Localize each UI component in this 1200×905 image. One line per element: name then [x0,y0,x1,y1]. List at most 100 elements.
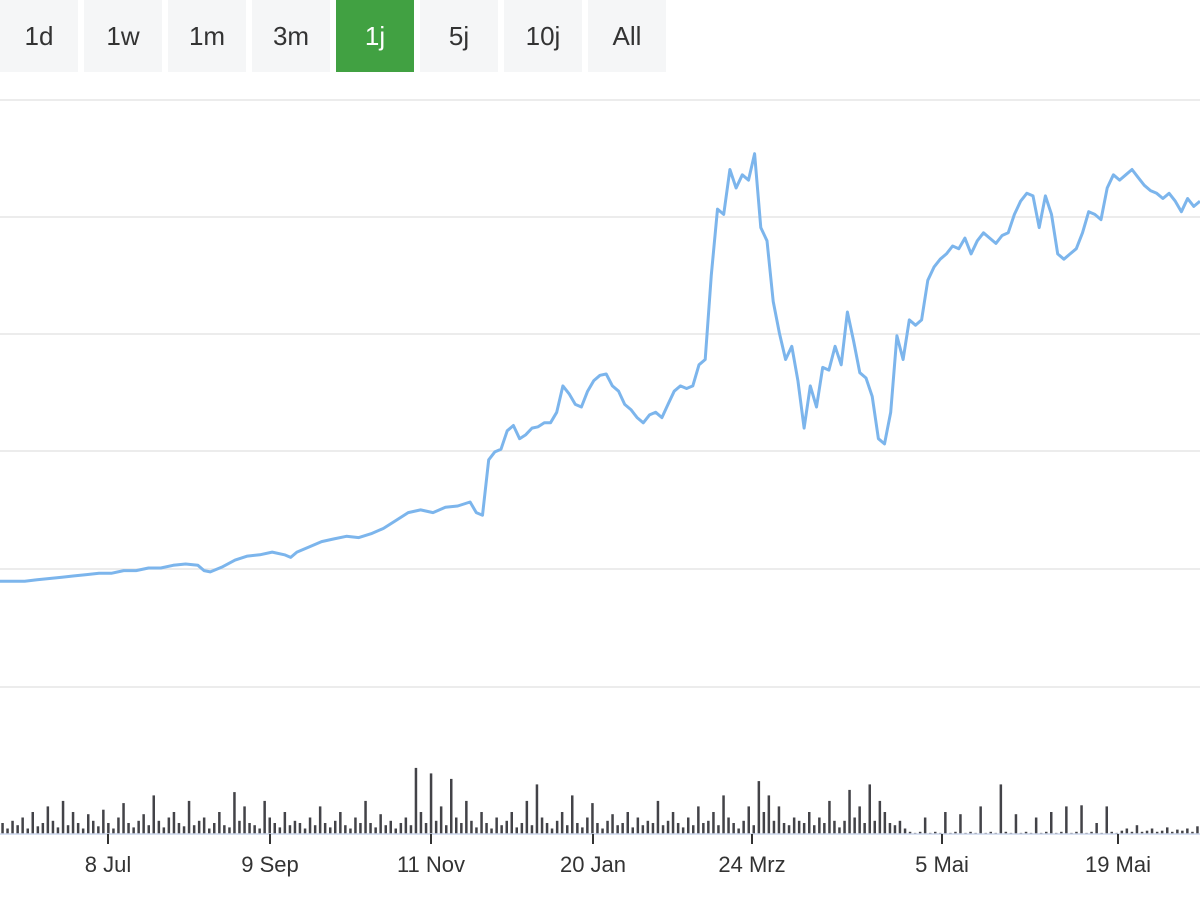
range-button-1j[interactable]: 1j [336,0,414,72]
volume-bar [550,828,554,834]
volume-bar [71,812,75,835]
volume-bar [1095,823,1098,834]
range-button-3m[interactable]: 3m [252,0,330,72]
volume-bar [1014,814,1018,834]
range-button-1m[interactable]: 1m [168,0,246,72]
volume-bar [127,823,130,834]
volume-bar [1,823,4,834]
volume-bar [802,823,806,834]
volume-bar [16,825,19,834]
volume-bar [51,820,55,834]
volume-bar [218,812,221,835]
range-button-5j[interactable]: 5j [420,0,498,72]
volume-bar [505,820,508,834]
volume-bar [681,827,685,834]
volume-bar [253,825,256,834]
volume-bar [611,814,614,834]
range-button-all[interactable]: All [588,0,666,72]
volume-bar [283,812,287,835]
volume-bar [1110,831,1113,834]
volume-bar [823,823,826,834]
volume-bar [787,825,791,834]
volume-bar [349,828,352,834]
volume-bar [394,828,397,834]
volume-bar [631,827,634,834]
price-line-layer [0,152,1200,583]
volume-bar [374,827,377,834]
volume-bar [197,820,201,834]
volume-bar [233,792,236,834]
volume-bar [450,778,453,834]
volume-bar [409,825,413,834]
volume-bar [888,823,892,834]
volume-bar [1135,825,1139,834]
volume-bar [26,828,29,834]
chart-svg: 8 Jul 9 Sep 11 Nov 20 Jan 24 Mrz 5 Mai 19 Mai [0,99,1200,877]
volume-bar [868,784,871,834]
volume-bar [339,812,342,835]
volume-bar [389,820,392,834]
volume-bar [273,823,276,834]
volume-bar [893,825,897,834]
volume-bar [732,823,735,834]
volume-bar [419,812,423,835]
volume-bar [480,812,483,835]
volume-bar [147,825,150,834]
range-button-1d[interactable]: 1d [0,0,78,72]
volume-bar [757,781,761,834]
volume-bar [944,812,947,835]
volume-bar [414,767,418,835]
volume-bar [228,827,231,834]
range-button-1w[interactable]: 1w [84,0,162,72]
volume-bar [671,812,675,835]
volume-bar [1125,828,1129,834]
volume-bar [1171,831,1174,834]
volume-bar [429,773,433,834]
volume-bar [313,825,317,834]
volume-bar [1176,829,1179,834]
x-axis: 8 Jul 9 Sep 11 Nov 20 Jan 24 Mrz 5 Mai 19 Mai [0,833,1200,877]
volume-bar [651,823,655,834]
volume-bar [308,817,312,834]
volume-bar [182,826,186,834]
volume-bar [1191,831,1194,834]
volume-bar [112,828,115,834]
volume-bar [722,795,725,834]
volume-bar [999,784,1003,834]
volume-bar [596,823,599,834]
volume-bar [747,806,750,834]
volume-bar [808,812,811,835]
price-chart[interactable]: 8 Jul 9 Sep 11 Nov 20 Jan 24 Mrz 5 Mai 19 Mai [0,72,1200,900]
volume-bar [87,814,90,834]
x-tick-label: 24 Mrz [718,852,785,877]
volume-bar [838,827,841,834]
volume-bar [495,817,498,834]
volume-bar [142,814,145,834]
volume-bar [1150,828,1154,834]
volume-bar [455,817,458,834]
volume-bar [213,823,216,834]
volume-bar [601,828,604,834]
volume-bar [323,823,327,834]
volume-bar [460,823,463,834]
range-selector: 1d 1w 1m 3m 1j 5j 10j All [0,0,666,72]
volume-bar [318,806,322,834]
volume-bar [152,795,155,834]
volume-bar [369,823,372,834]
volume-bar [540,817,544,834]
range-button-10j[interactable]: 10j [504,0,582,72]
volume-bar [61,800,65,834]
volume-bar [586,817,589,834]
volume-bar [439,806,443,834]
volume-bars [1,767,1199,835]
price-line [0,152,1200,583]
volume-bar [863,823,866,834]
volume-bar [666,820,670,834]
volume-bar [530,825,534,834]
volume-bar [1130,831,1134,834]
volume-bar [490,828,493,834]
volume-bar [258,828,261,834]
volume-bar [777,806,781,834]
volume-bar [737,828,740,834]
volume-bar [767,795,771,834]
